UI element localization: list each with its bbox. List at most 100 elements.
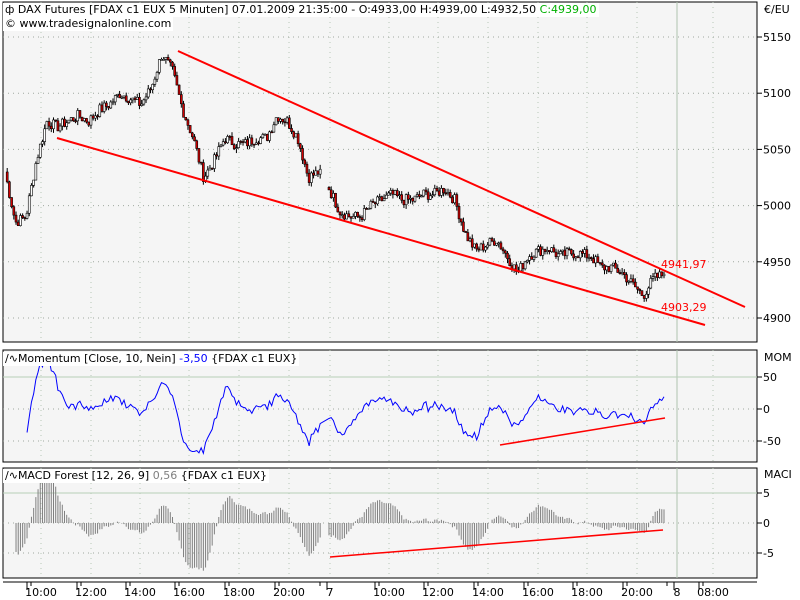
x-tick-label: 7 xyxy=(327,586,334,599)
candle xyxy=(63,118,66,127)
x-tick-label: 14:00 xyxy=(124,586,156,599)
candle xyxy=(138,97,141,106)
candle xyxy=(501,248,505,252)
candle xyxy=(625,274,628,283)
candle xyxy=(404,194,408,206)
candle xyxy=(376,196,379,205)
candle xyxy=(380,196,384,202)
candle xyxy=(307,172,311,183)
candle xyxy=(85,118,88,123)
candle xyxy=(162,59,165,61)
candle xyxy=(356,211,359,217)
candle xyxy=(459,218,463,223)
candle xyxy=(173,66,177,76)
candle xyxy=(61,118,64,127)
candle xyxy=(481,243,485,251)
candle xyxy=(338,211,342,216)
candle xyxy=(285,117,289,123)
candle xyxy=(36,157,40,164)
candle xyxy=(334,193,337,208)
candle xyxy=(279,118,282,122)
candle xyxy=(314,170,318,176)
copyright: © www.tradesignalonline.com xyxy=(3,17,174,31)
candle xyxy=(135,97,139,100)
panel-0 xyxy=(2,1,758,343)
candle xyxy=(171,61,174,67)
candle xyxy=(623,272,626,275)
candle xyxy=(215,154,218,157)
candle xyxy=(228,136,232,138)
indicator-icon: ∕∿ xyxy=(5,352,18,365)
candle xyxy=(206,169,210,177)
candle xyxy=(442,188,445,194)
candle xyxy=(94,115,97,119)
candle xyxy=(578,251,582,259)
candle xyxy=(440,188,443,196)
candle xyxy=(484,246,487,251)
candle xyxy=(631,278,635,283)
candle xyxy=(358,216,362,219)
candle xyxy=(193,136,196,142)
candle xyxy=(149,88,152,91)
candle xyxy=(232,144,236,149)
candle xyxy=(219,144,223,147)
candle xyxy=(552,247,556,253)
y-tick-label: -5 xyxy=(763,547,774,560)
candle xyxy=(587,257,591,259)
candle xyxy=(446,192,450,194)
candle xyxy=(407,194,410,200)
candle xyxy=(166,56,170,61)
candle xyxy=(629,278,633,282)
panel-1 xyxy=(2,349,758,463)
candle xyxy=(122,95,126,98)
candle xyxy=(396,190,399,196)
candle xyxy=(217,146,221,157)
candle xyxy=(636,286,639,290)
candle xyxy=(268,131,271,141)
x-tick-label: 12:00 xyxy=(422,586,454,599)
candle xyxy=(265,134,269,141)
candle xyxy=(490,238,494,242)
momentum-line xyxy=(26,352,665,456)
close-value: C:4939,00 xyxy=(539,3,597,16)
candle xyxy=(80,116,84,122)
candle xyxy=(523,261,527,270)
candle xyxy=(186,119,190,126)
candle xyxy=(96,115,99,118)
candle xyxy=(133,97,137,100)
candle xyxy=(102,102,106,112)
candle xyxy=(30,185,33,197)
candle xyxy=(180,94,183,105)
candle xyxy=(574,256,578,259)
candle xyxy=(570,249,573,255)
candle xyxy=(299,143,302,149)
candle xyxy=(640,290,644,296)
candle xyxy=(349,216,353,219)
candle xyxy=(642,295,646,299)
candle xyxy=(157,59,161,73)
candle xyxy=(596,256,600,263)
candle xyxy=(420,195,423,198)
candle xyxy=(142,99,146,105)
candle xyxy=(257,142,260,145)
candle xyxy=(52,119,55,130)
candle xyxy=(453,194,456,204)
candle xyxy=(371,200,375,203)
x-tick-label: 16:00 xyxy=(522,586,554,599)
candle xyxy=(387,192,390,196)
candle xyxy=(567,248,571,251)
candle xyxy=(98,104,102,117)
candle xyxy=(398,194,401,196)
candle xyxy=(144,96,148,101)
candle xyxy=(27,195,31,214)
candle xyxy=(230,136,234,146)
candle xyxy=(10,197,13,208)
candle xyxy=(539,246,542,256)
candle xyxy=(609,264,613,272)
candle xyxy=(45,121,49,130)
macd-unit: MACI xyxy=(764,468,792,481)
y-tick-label: 5000 xyxy=(763,200,791,213)
candle xyxy=(76,110,80,122)
candle xyxy=(382,198,386,202)
candle xyxy=(634,281,637,288)
